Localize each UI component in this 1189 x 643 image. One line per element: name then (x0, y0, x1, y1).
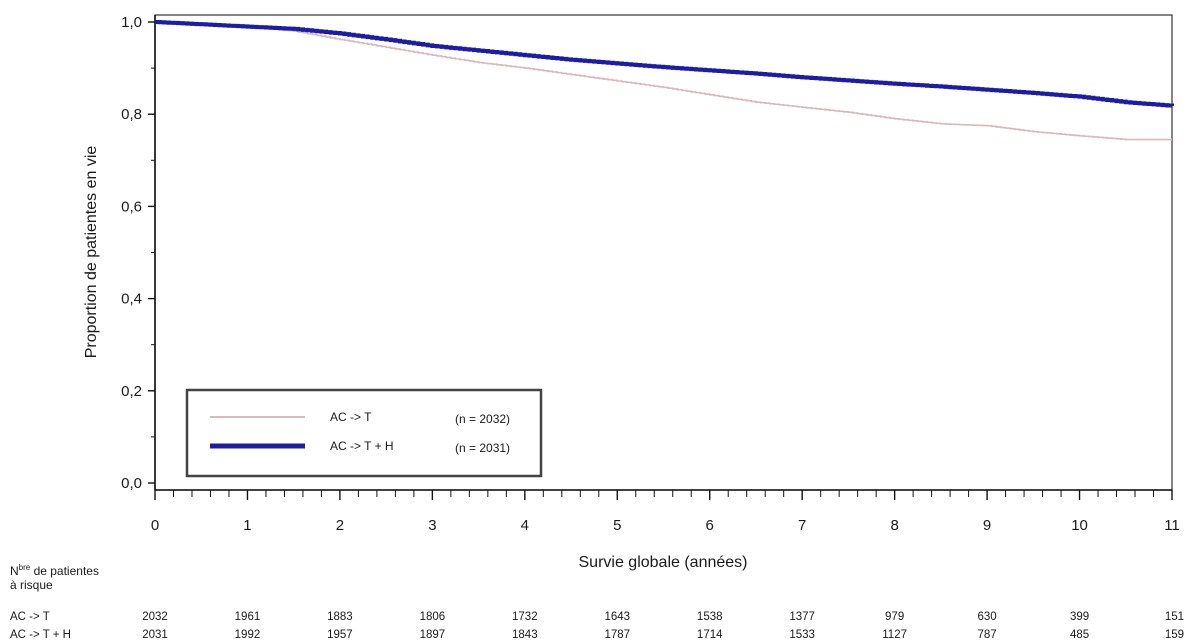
risk-value: 1538 (697, 611, 723, 623)
curve-ac-t (155, 21, 1172, 141)
x-tick-label: 4 (521, 517, 529, 534)
risk-value: 1377 (789, 611, 815, 623)
risk-value: 2031 (142, 629, 168, 641)
risk-value: 1714 (697, 629, 723, 641)
risk-value: 485 (1070, 629, 1089, 641)
x-tick-label: 8 (890, 517, 898, 534)
y-tick-label: 0,2 (121, 383, 142, 400)
risk-value: 1643 (604, 611, 630, 623)
risk-value: 1533 (789, 629, 815, 641)
y-axis-ticks: 0,0 0,2 0,4 0,6 0,8 1,0 (121, 14, 155, 492)
x-axis-title: Survie globale (années) (579, 554, 748, 571)
survival-curves (155, 20, 1174, 141)
x-tick-label: 10 (1071, 517, 1088, 534)
risk-value: 787 (977, 629, 996, 641)
legend: AC -> T (n = 2032) AC -> T + H (n = 2031… (185, 388, 543, 478)
legend-label-ac-t: AC -> T (330, 410, 372, 424)
y-tick-label: 1,0 (121, 14, 142, 31)
risk-value: 2032 (142, 611, 168, 623)
y-tick-label: 0,0 (121, 475, 142, 492)
risk-values: 2032 1961 1883 1806 1732 1643 1538 1377 979 630 39… (142, 611, 1184, 641)
x-tick-label: 5 (613, 517, 621, 534)
risk-table-title: Nbre de patientes (10, 563, 99, 578)
x-tick-label: 3 (428, 517, 436, 534)
risk-value: 630 (977, 611, 996, 623)
x-tick-label: 2 (336, 517, 344, 534)
risk-value: 1732 (512, 611, 538, 623)
y-tick-label: 0,8 (121, 106, 142, 123)
risk-value: 1127 (882, 629, 907, 641)
legend-box (185, 388, 543, 478)
y-tick-label: 0,4 (121, 291, 142, 308)
risk-value: 1843 (512, 629, 538, 641)
x-tick-label: 1 (243, 517, 251, 534)
risk-value: 1806 (420, 611, 446, 623)
legend-label-ac-t-h: AC -> T + H (330, 439, 394, 453)
y-axis-title: Proportion de patientes en vie (83, 146, 100, 359)
risk-table: Nbre de patientes à risque AC -> T AC ->… (10, 563, 1184, 641)
risk-title-rest: de patientes (30, 564, 99, 578)
risk-row-label-ac-t-h: AC -> T + H (10, 629, 71, 641)
risk-row-label-ac-t: AC -> T (10, 611, 50, 623)
x-tick-label: 6 (706, 517, 714, 534)
risk-value: 1897 (420, 629, 446, 641)
x-tick-label: 0 (151, 517, 159, 534)
risk-value: 151 (1165, 611, 1184, 623)
risk-value: 159 (1165, 629, 1184, 641)
risk-title-sup: bre (19, 563, 31, 572)
legend-n-ac-t-h: (n = 2031) (455, 441, 510, 455)
curve-ac-t-h (155, 20, 1174, 108)
risk-title-n: N (10, 564, 19, 578)
x-tick-label: 11 (1164, 517, 1180, 534)
risk-value: 1992 (235, 629, 261, 641)
y-tick-label: 0,6 (121, 198, 142, 215)
x-axis-ticks: 0 1 2 3 4 5 6 7 8 9 10 11 (151, 490, 1180, 534)
x-tick-label: 7 (798, 517, 806, 534)
risk-value: 399 (1070, 611, 1089, 623)
risk-value: 979 (885, 611, 904, 623)
legend-n-ac-t: (n = 2032) (455, 412, 510, 426)
risk-value: 1883 (327, 611, 353, 623)
risk-value: 1957 (327, 629, 353, 641)
risk-table-title-line2: à risque (10, 578, 53, 592)
x-tick-label: 9 (983, 517, 991, 534)
risk-value: 1787 (604, 629, 630, 641)
risk-value: 1961 (235, 611, 261, 623)
